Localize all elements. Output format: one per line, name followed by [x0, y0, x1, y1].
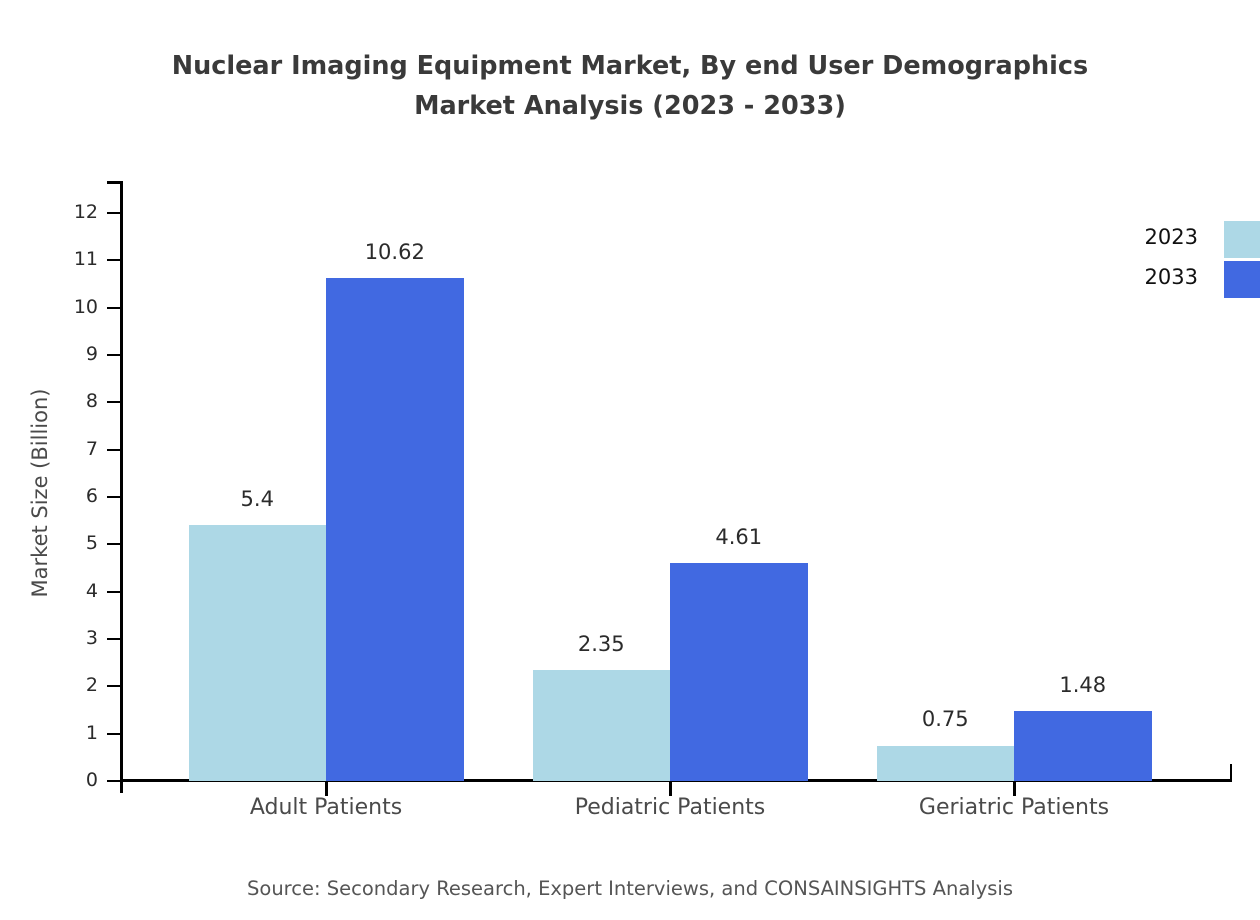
y-axis-tick — [107, 401, 122, 404]
legend-label: 2033 — [1144, 265, 1198, 289]
chart-legend: 2023 2033 — [1136, 218, 1260, 298]
chart-title-line-1: Nuclear Imaging Equipment Market, By end… — [171, 51, 1089, 81]
y-axis-tick — [107, 543, 122, 546]
bar-value-label: 2.35 — [577, 631, 625, 656]
y-axis-tick-label: 6 — [85, 484, 98, 507]
y-axis-tick-label: 0 — [85, 769, 98, 791]
y-axis-tick — [107, 259, 122, 262]
bar-2033-geriatric-patients[interactable] — [1014, 710, 1152, 781]
source-note: Source: Secondary Research, Expert Inter… — [247, 877, 1013, 900]
legend-item-2033[interactable]: 2033 — [1136, 258, 1260, 298]
x-axis-end-cap — [1229, 764, 1232, 781]
bar-value-label: 4.61 — [715, 524, 763, 549]
bar-value-label: 5.4 — [240, 487, 274, 512]
y-axis-tick-label: 9 — [85, 342, 98, 365]
bar-2033-adult-patients[interactable] — [326, 278, 464, 781]
bar-2023-geriatric-patients[interactable] — [876, 745, 1014, 781]
legend-swatch — [1224, 221, 1260, 258]
y-axis-tick-label: 2 — [85, 674, 98, 697]
y-axis-tick-label: 4 — [85, 579, 98, 602]
chart-title-line-2: Market Analysis (2023 - 2033) — [414, 91, 846, 121]
chart-title: Nuclear Imaging Equipment Market, By end… — [0, 46, 1260, 126]
bar-value-label: 1.48 — [1059, 672, 1107, 697]
y-axis-tick — [107, 637, 122, 640]
y-axis-tick-label: 12 — [73, 200, 98, 223]
x-axis-tick — [325, 781, 328, 796]
legend-swatch — [1224, 261, 1260, 298]
y-axis-tick-label: 10 — [73, 295, 98, 318]
y-axis-tick — [107, 495, 122, 498]
y-axis-tick — [107, 685, 122, 688]
bar-value-label: 0.75 — [921, 707, 969, 732]
bar-2023-adult-patients[interactable] — [188, 525, 326, 781]
y-axis-spine — [120, 181, 123, 793]
y-axis-tick-label: 8 — [85, 390, 98, 413]
y-axis-tick — [107, 448, 122, 451]
y-axis-tick — [107, 732, 122, 735]
y-axis-top-cap — [107, 181, 122, 184]
legend-label: 2023 — [1144, 225, 1198, 249]
y-axis-tick-label: 11 — [73, 248, 98, 271]
x-axis-tick-label: Geriatric Patients — [918, 795, 1110, 820]
y-axis-tick-label: 1 — [85, 721, 98, 744]
y-axis-tick — [107, 211, 122, 214]
legend-item-2023[interactable]: 2023 — [1136, 218, 1260, 258]
y-axis-tick — [107, 306, 122, 309]
x-axis-tick — [669, 781, 672, 796]
y-axis-tick-label: 5 — [85, 532, 98, 555]
y-axis-title: Market Size (Billion) — [28, 388, 52, 598]
x-axis-tick-label: Adult Patients — [249, 795, 403, 820]
y-axis-tick-label: 3 — [85, 626, 98, 649]
bar-value-label: 10.62 — [364, 240, 425, 265]
x-axis-tick-label: Pediatric Patients — [574, 795, 766, 820]
y-axis-tick — [107, 353, 122, 356]
bar-2033-pediatric-patients[interactable] — [670, 562, 808, 781]
bar-2023-pediatric-patients[interactable] — [532, 669, 670, 781]
y-axis-tick — [107, 780, 122, 782]
y-axis-tick-label: 7 — [85, 437, 98, 460]
y-axis-tick — [107, 590, 122, 593]
x-axis-tick — [1013, 781, 1016, 796]
